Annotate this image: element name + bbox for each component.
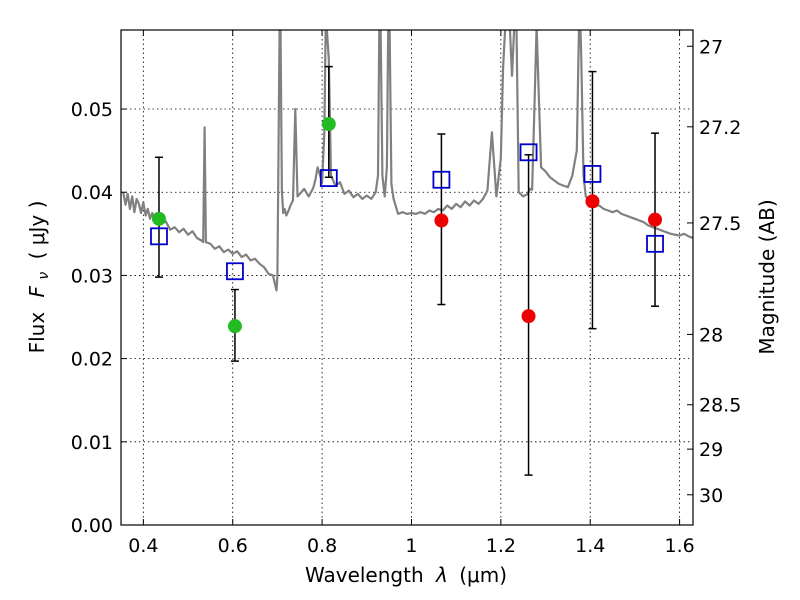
mag-tick-label-1: 27.2 [699,117,741,139]
mag-tick-label-5: 29 [699,439,723,461]
y-tick-label-4: 0.04 [71,182,113,204]
green-point-2 [321,117,336,132]
x-axis-ticks: 0.4 0.6 0.8 1 1.2 1.4 1.6 [128,30,695,557]
model-square-1 [226,262,244,281]
y-tick-label-5: 0.05 [71,99,113,121]
model-square-6 [646,234,664,253]
x-tick-label-6: 1.6 [664,535,694,557]
model-square-5 [583,165,602,183]
red-point-0 [434,213,449,228]
magnitude-axis-ticks: 27 27.2 27.5 28 28.5 29 30 [687,36,741,507]
mag-tick-label-4: 28.5 [699,395,741,417]
y-tick-label-2: 0.02 [71,349,113,371]
mag-tick-label-6: 30 [699,485,723,507]
x-tick-label-3: 1 [405,535,417,557]
model-square-2 [319,169,338,187]
model-spectrum-line [122,30,693,292]
red-point-1 [521,309,536,324]
mag-tick-label-2: 27.5 [699,213,741,235]
plot-frame [120,29,694,526]
x-tick-label-1: 0.6 [218,535,248,557]
grid-lines [121,30,693,526]
green-point-0 [151,211,166,226]
x-tick-label-2: 0.8 [307,535,337,557]
x-axis-title: Wavelength λ (μm) [305,563,507,587]
mag-tick-label-3: 28 [699,324,723,346]
mag-tick-label-0: 27 [699,36,723,58]
y-tick-label-3: 0.03 [71,265,113,287]
observed-photometry-points [151,117,663,334]
model-square-4 [519,143,538,162]
red-point-2 [585,194,600,209]
red-point-3 [648,212,663,227]
y-axis-ticks: 0.00 0.01 0.02 0.03 0.04 0.05 [71,99,127,537]
y-axis-title: Flux F ν ( μJy ) [25,201,53,354]
magnitude-axis-title: Magnitude (AB) [755,199,779,354]
x-tick-label-0: 0.4 [128,535,158,557]
model-square-3 [432,170,451,189]
y-tick-label-0: 0.00 [71,515,113,537]
y-tick-label-1: 0.01 [71,432,113,454]
model-square-0 [150,227,168,246]
x-tick-label-4: 1.2 [486,535,516,557]
model-photometry-squares [150,143,664,281]
x-tick-label-5: 1.4 [575,535,605,557]
green-point-1 [227,319,242,334]
